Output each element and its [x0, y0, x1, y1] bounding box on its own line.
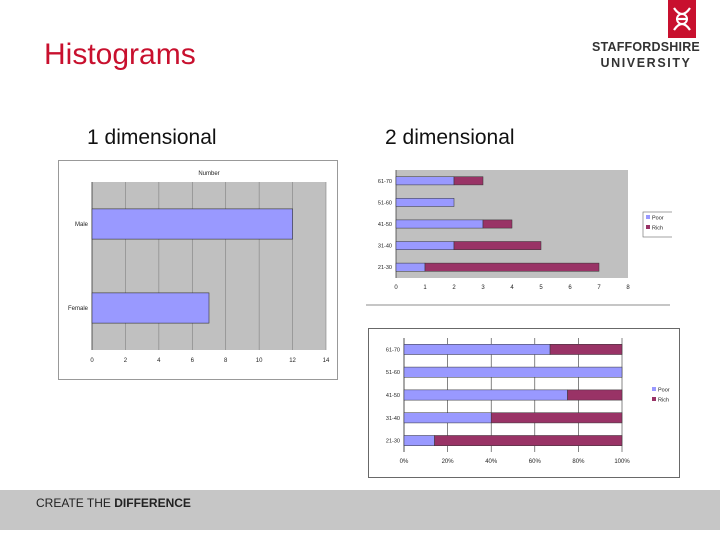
- chart2-xtick-5: 5: [539, 285, 543, 291]
- chart1-title: Number: [198, 171, 219, 177]
- chart2-category-61-70: 61-70: [378, 179, 392, 185]
- chart3-bar-41-50-rich: [567, 389, 623, 401]
- university-logo: STAFFORDSHIRE UNIVERSITY: [590, 0, 702, 74]
- chart3-category-31-40: 31-40: [386, 416, 400, 422]
- chart3-xtick-0: 0%: [400, 459, 409, 465]
- chart2-legend-swatch-poor: [646, 215, 650, 219]
- knot-crest-icon: [668, 0, 696, 38]
- chart2-bar-51-60-poor: [395, 198, 455, 207]
- chart1-xtick-3: 6: [191, 358, 195, 364]
- chart3-bar-51-60-poor: [403, 366, 623, 378]
- brand-line2: UNIVERSITY: [600, 56, 692, 70]
- chart2-bar-61-70-poor: [395, 176, 455, 186]
- footer-bar: CREATE THE DIFFERENCE: [0, 490, 720, 530]
- chart1-category-male: Male: [75, 222, 89, 228]
- chart2-category-31-40: 31-40: [378, 244, 392, 250]
- chart3-xtick-4: 80%: [572, 459, 585, 465]
- chart2-category-51-60: 51-60: [378, 200, 392, 206]
- chart1-plot-area: [92, 182, 326, 350]
- chart2-xtick-3: 3: [481, 285, 485, 291]
- chart1-xtick-0: 0: [90, 358, 94, 364]
- subtitle-left: 1 dimensional: [87, 126, 217, 149]
- chart2-bar-31-40-rich: [453, 241, 542, 250]
- chart2-xtick-8: 8: [626, 285, 630, 291]
- chart1-xtick-1: 2: [124, 358, 128, 364]
- chart3-bar-21-30-rich: [434, 435, 623, 446]
- chart-two-dimensional-counts: 0 1 2 3 4 5 6 7 8 61-70 51-60 41-50 31-40 21-30 Poor Ri…: [366, 170, 672, 306]
- chart3-bar-61-70-rich: [549, 344, 623, 355]
- chart2-bar-21-30-poor: [395, 262, 426, 272]
- chart3-category-21-30: 21-30: [386, 439, 400, 445]
- chart3-category-41-50: 41-50: [386, 393, 400, 399]
- chart1-xtick-4: 8: [224, 358, 228, 364]
- chart2-legend-label-rich: Rich: [652, 226, 663, 232]
- chart3-legend-swatch-rich: [652, 397, 656, 401]
- chart2-xtick-6: 6: [568, 285, 572, 291]
- slide-title: Histograms: [44, 38, 196, 71]
- chart2-bar-61-70-rich: [453, 176, 484, 186]
- chart2-xtick-7: 7: [597, 285, 601, 291]
- chart3-xtick-2: 40%: [485, 459, 498, 465]
- chart2-bar-31-40-poor: [395, 241, 455, 250]
- chart1-xtick-5: 10: [256, 358, 263, 364]
- chart2-category-21-30: 21-30: [378, 265, 392, 271]
- chart2-xtick-4: 4: [510, 285, 514, 291]
- chart3-xtick-3: 60%: [529, 459, 542, 465]
- chart3-bar-41-50-poor: [403, 389, 568, 401]
- chart3-bar-61-70-poor: [403, 344, 551, 355]
- chart2-bar-41-50-poor: [395, 219, 484, 229]
- chart3-legend-swatch-poor: [652, 387, 656, 391]
- chart3-xtick-1: 20%: [442, 459, 455, 465]
- chart3-category-61-70: 61-70: [386, 347, 400, 353]
- footer-bold: DIFFERENCE: [114, 496, 191, 510]
- chart3-legend-label-poor: Poor: [658, 388, 670, 394]
- chart3-legend-label-rich: Rich: [658, 398, 669, 404]
- chart3-xtick-5: 100%: [614, 459, 630, 465]
- chart3-category-51-60: 51-60: [386, 370, 400, 376]
- chart1-bar-female: [91, 292, 210, 324]
- brand-line1: STAFFORDSHIRE: [592, 40, 700, 54]
- chart2-category-41-50: 41-50: [378, 222, 392, 228]
- chart1-bar-male: [91, 208, 293, 240]
- chart1-xtick-7: 14: [323, 358, 330, 364]
- chart1-category-female: Female: [68, 306, 89, 312]
- chart3-bar-31-40-poor: [403, 412, 492, 424]
- chart1-xtick-6: 12: [289, 358, 296, 364]
- chart-one-dimensional: Number 0 2 4 6 8 10 12 14 Male Female: [58, 160, 338, 380]
- chart2-xtick-2: 2: [452, 285, 456, 291]
- chart2-xtick-1: 1: [423, 285, 427, 291]
- footer-slogan: CREATE THE DIFFERENCE: [36, 496, 191, 510]
- chart2-xtick-0: 0: [394, 285, 398, 291]
- chart-two-dimensional-percent: 0% 20% 40% 60% 80% 100% 61-70 51-60 41-50 31-40 21…: [368, 328, 680, 478]
- chart3-bar-31-40-rich: [490, 412, 623, 424]
- chart2-bar-21-30-rich: [424, 262, 600, 272]
- subtitle-right: 2 dimensional: [385, 126, 515, 149]
- chart2-legend-swatch-rich: [646, 225, 650, 229]
- chart2-legend-label-poor: Poor: [652, 216, 664, 222]
- chart3-bar-21-30-poor: [403, 435, 435, 446]
- chart2-bar-41-50-rich: [482, 219, 513, 229]
- footer-prefix: CREATE THE: [36, 496, 115, 510]
- chart1-xtick-2: 4: [157, 358, 161, 364]
